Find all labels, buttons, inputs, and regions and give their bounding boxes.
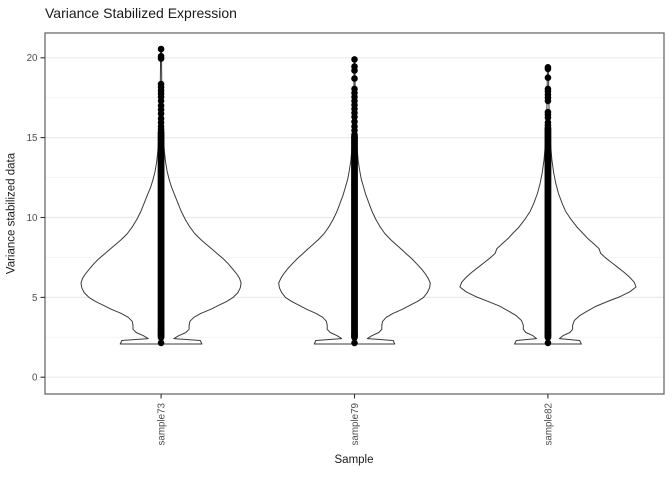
y-tick-label-0: 0 [32, 373, 38, 384]
data-point-sample82 [544, 329, 552, 336]
x-tick-label-sample82: sample82 [543, 403, 554, 445]
x-axis-title: Sample [334, 454, 374, 466]
data-point-sample73 [157, 102, 165, 109]
data-point-sample73 [157, 52, 165, 60]
data-point-sample79 [351, 63, 358, 70]
data-point-sample82 [544, 119, 552, 126]
data-point-sample79 [351, 85, 358, 93]
data-point-sample82 [544, 339, 552, 347]
data-point-sample79 [351, 123, 358, 130]
y-tick-label-10: 10 [27, 213, 38, 224]
data-point-sample79 [351, 118, 358, 125]
y-tick-label-15: 15 [27, 133, 38, 144]
x-tick-label-sample79: sample79 [350, 403, 361, 445]
data-point-sample82 [544, 64, 552, 71]
data-point-sample82 [544, 85, 552, 93]
data-point-sample82 [544, 74, 552, 81]
x-tick-label-sample73: sample73 [157, 402, 168, 445]
data-point-sample73 [157, 45, 165, 53]
chart-title: Variance Stabilized Expression [45, 5, 237, 21]
y-tick-label-5: 5 [32, 293, 38, 304]
data-point-sample79 [351, 329, 358, 336]
data-point-sample73 [157, 339, 165, 347]
y-tick-label-20: 20 [27, 53, 38, 64]
data-point-sample82 [544, 108, 552, 116]
data-point-sample73 [157, 80, 165, 88]
data-point-sample79 [351, 56, 358, 63]
data-point-sample73 [157, 327, 165, 334]
y-axis-title: Variance stabilized data [5, 152, 18, 275]
data-point-sample79 [351, 75, 358, 82]
data-point-sample73 [157, 115, 165, 122]
data-point-sample79 [351, 339, 358, 347]
